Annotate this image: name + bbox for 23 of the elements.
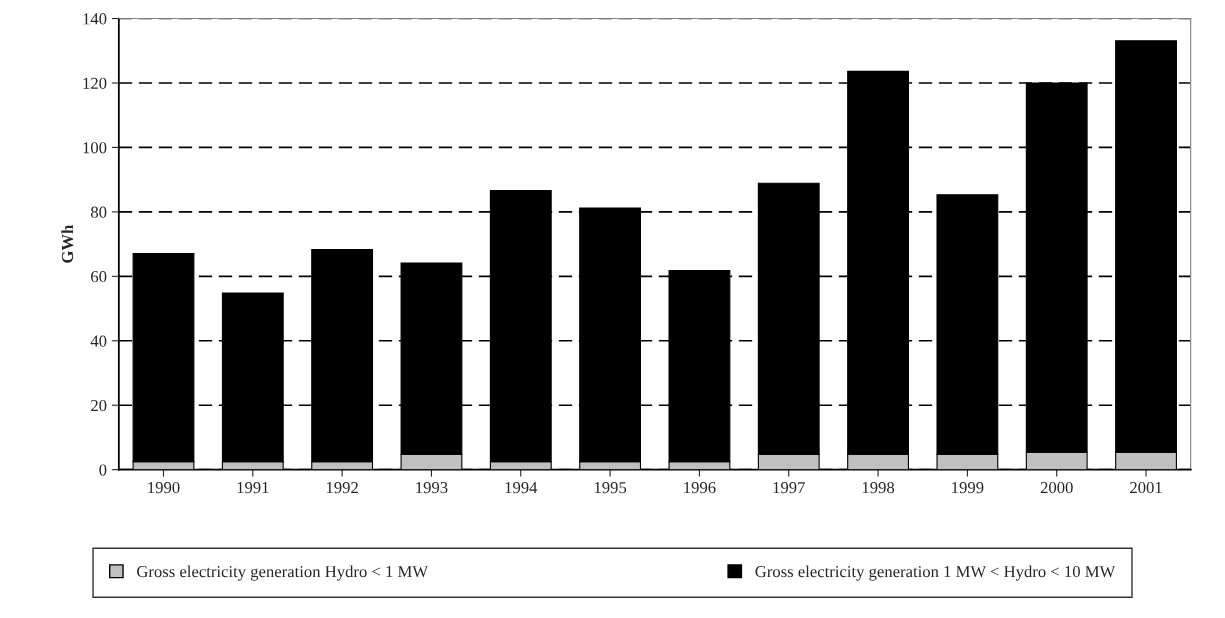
y-tick-label: 40 — [90, 335, 107, 347]
x-tick-label: 1995 — [594, 482, 627, 494]
x-tick-label: 1990 — [148, 481, 180, 494]
y-tick-label: 80 — [90, 206, 107, 218]
x-tick-label: 1999 — [952, 482, 984, 494]
y-tick-label: 60 — [91, 271, 107, 283]
y-tick-label: 100 — [83, 142, 107, 154]
x-tick-label: 1997 — [773, 482, 805, 494]
y-axis-title: GWh — [61, 224, 74, 263]
x-tick-label: 2001 — [1130, 481, 1162, 494]
legend-label: Gross electricity generation 1 MW < Hydro < 10 MW — [755, 565, 1116, 581]
y-tick-label: 120 — [83, 77, 107, 89]
x-tick-label: 1998 — [862, 481, 895, 494]
legend-label: Gross electricity generation Hydro < 1 MW — [137, 565, 429, 581]
x-tick-label: 1993 — [416, 482, 448, 494]
x-tick-label: 1994 — [505, 482, 538, 494]
x-tick-label: 1996 — [684, 482, 716, 494]
x-tick-label: 2000 — [1040, 481, 1073, 494]
y-tick-label: 20 — [91, 399, 107, 412]
x-tick-label: 1991 — [237, 482, 269, 494]
y-tick-label: 0 — [99, 464, 107, 476]
x-tick-label: 1992 — [326, 482, 358, 494]
y-tick-label: 140 — [83, 13, 107, 25]
